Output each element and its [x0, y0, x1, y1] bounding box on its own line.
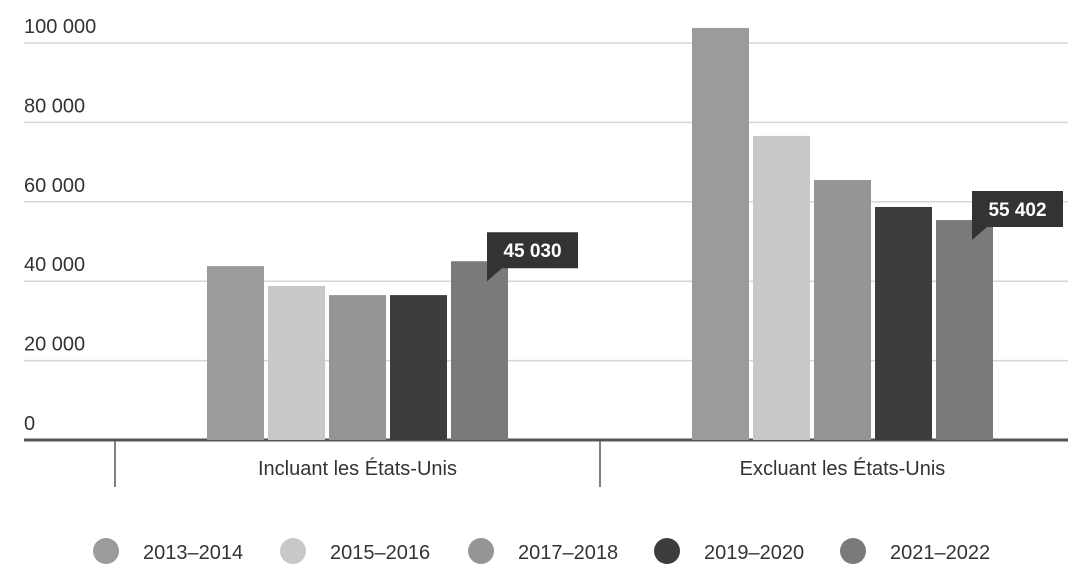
- bar: [936, 220, 993, 440]
- legend-label: 2019–2020: [704, 542, 804, 564]
- y-tick-label: 0: [24, 413, 35, 435]
- bar: [329, 295, 386, 440]
- y-tick-label: 20 000: [24, 334, 85, 356]
- data-label: 55 402: [988, 200, 1046, 221]
- bar: [753, 135, 810, 440]
- legend-swatch: [468, 538, 494, 564]
- y-tick-label: 60 000: [24, 175, 85, 197]
- x-tick-label: Excluant les États-Unis: [740, 457, 946, 480]
- legend-label: 2015–2016: [330, 542, 430, 564]
- legend-label: 2021–2022: [890, 542, 990, 564]
- bar: [875, 206, 932, 440]
- legend-swatch: [280, 538, 306, 564]
- legend-label: 2013–2014: [143, 542, 243, 564]
- y-tick-label: 40 000: [24, 254, 85, 276]
- y-tick-label: 80 000: [24, 95, 85, 117]
- legend-swatch: [654, 538, 680, 564]
- data-label-box: [487, 232, 578, 282]
- bar: [814, 179, 871, 440]
- legend-label: 2017–2018: [518, 542, 618, 564]
- legend-swatch: [840, 538, 866, 564]
- legend-swatch: [93, 538, 119, 564]
- bar: [390, 295, 447, 440]
- bar: [451, 261, 508, 440]
- y-tick-label: 100 000: [24, 16, 96, 38]
- bar: [692, 27, 749, 440]
- x-tick-label: Incluant les États-Unis: [258, 457, 457, 480]
- data-label-box: [972, 191, 1063, 241]
- bar: [268, 285, 325, 440]
- bar: [207, 266, 264, 440]
- data-label: 45 030: [503, 241, 561, 262]
